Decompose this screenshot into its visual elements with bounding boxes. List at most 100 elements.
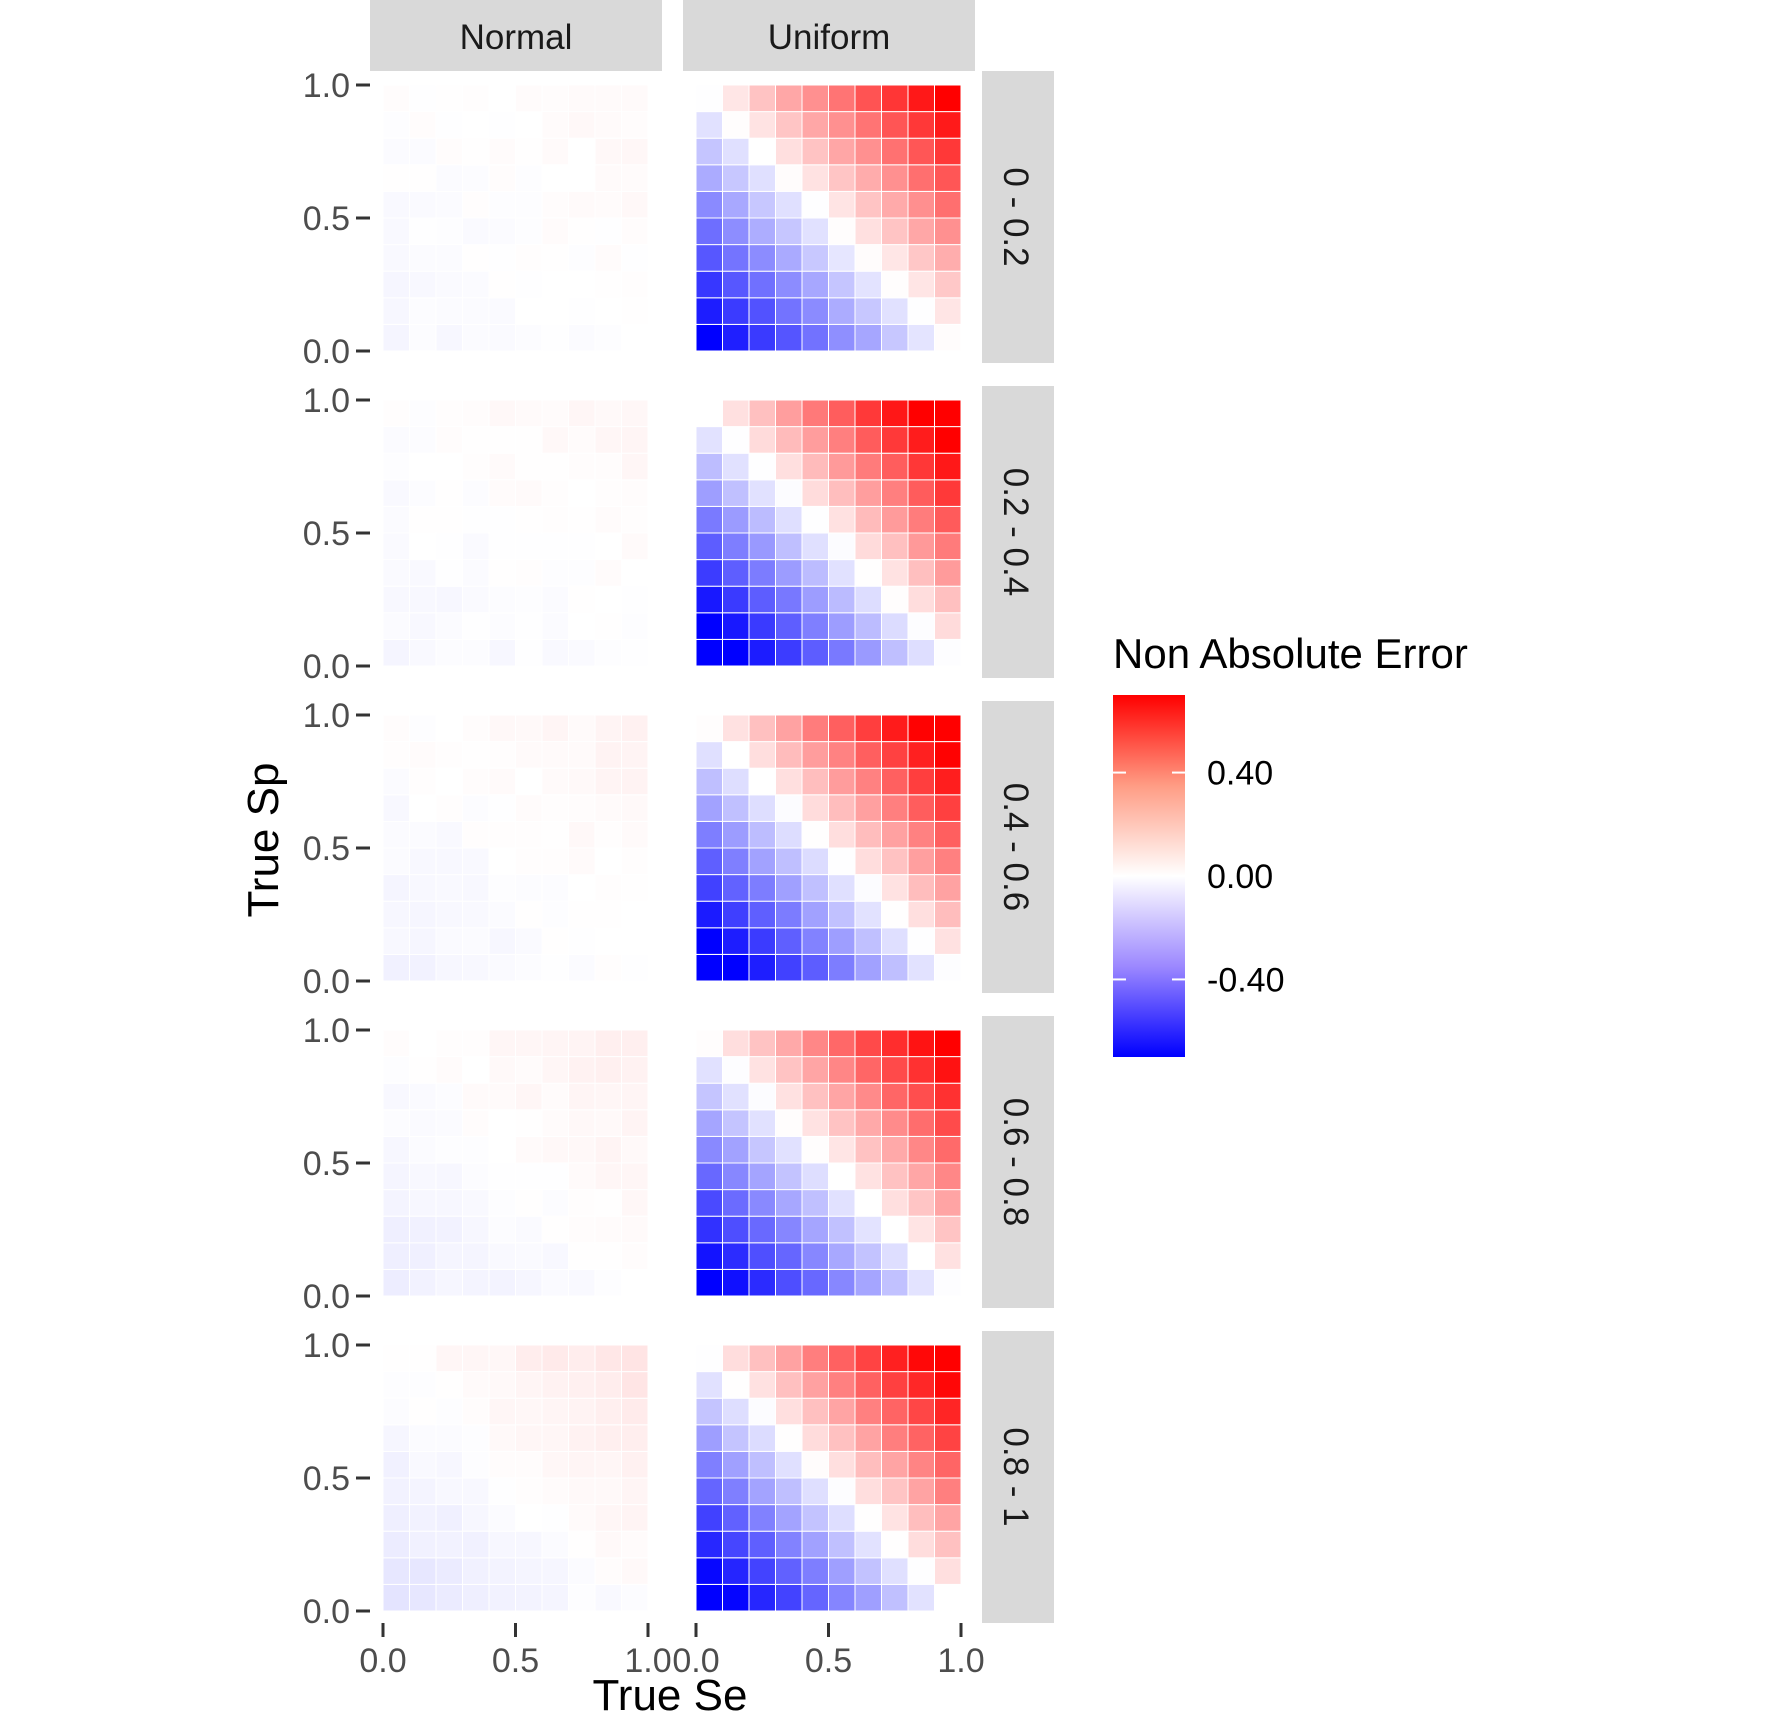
heatmap-tile xyxy=(801,874,829,902)
heatmap-tile xyxy=(828,190,856,219)
heatmap-tile xyxy=(722,84,750,113)
heatmap-tile xyxy=(801,741,829,769)
heatmap-tile xyxy=(775,1557,803,1585)
heatmap-tile xyxy=(854,137,882,166)
heatmap-tile xyxy=(775,953,803,982)
heatmap-tile xyxy=(801,1504,829,1532)
heatmap-tile xyxy=(462,794,490,822)
heatmap-tile xyxy=(568,1530,596,1559)
heatmap-tile xyxy=(435,1268,463,1297)
heatmap-tile xyxy=(541,794,569,822)
heatmap-tile xyxy=(934,953,962,982)
heatmap-tile xyxy=(775,532,803,561)
heatmap-tile xyxy=(722,270,750,299)
heatmap-tile xyxy=(515,479,543,507)
heatmap-tile xyxy=(462,532,490,561)
heatmap-tile xyxy=(722,1504,750,1532)
heatmap-tile xyxy=(488,741,516,769)
heatmap-tile xyxy=(854,505,882,534)
heatmap-tile xyxy=(382,452,410,481)
heatmap-tile xyxy=(775,1189,803,1217)
heatmap-tile xyxy=(488,1029,516,1058)
heatmap-tile xyxy=(594,1162,622,1191)
heatmap-tile xyxy=(568,559,596,587)
heatmap-tile xyxy=(382,1056,410,1084)
heatmap-tile xyxy=(568,874,596,902)
heatmap-panels xyxy=(382,84,962,1612)
heatmap-tile xyxy=(621,399,649,428)
heatmap-tile xyxy=(435,399,463,428)
heatmap-tile xyxy=(695,217,723,246)
heatmap-tile xyxy=(854,1082,882,1111)
heatmap-tile xyxy=(462,1557,490,1585)
heatmap-tile xyxy=(435,1583,463,1612)
heatmap-tile xyxy=(435,585,463,614)
heatmap-tile xyxy=(541,532,569,561)
row-strip xyxy=(982,1331,1054,1623)
heatmap-tile xyxy=(594,532,622,561)
heatmap-tile xyxy=(568,741,596,769)
heatmap-tile xyxy=(934,190,962,219)
heatmap-tile xyxy=(594,137,622,166)
heatmap-tile xyxy=(695,1397,723,1426)
heatmap-tile xyxy=(488,559,516,587)
heatmap-tile xyxy=(515,714,543,743)
heatmap-tile xyxy=(934,1557,962,1585)
heatmap-tile xyxy=(748,585,776,614)
heatmap-tile xyxy=(541,1162,569,1191)
heatmap-tile xyxy=(435,1215,463,1244)
heatmap-tile xyxy=(881,767,909,796)
heatmap-tile xyxy=(775,1344,803,1373)
heatmap-tile xyxy=(382,505,410,534)
heatmap-tile xyxy=(382,559,410,587)
heatmap-tile xyxy=(568,1344,596,1373)
heatmap-tile xyxy=(934,532,962,561)
heatmap-tile xyxy=(748,1029,776,1058)
heatmap-tile xyxy=(409,479,437,507)
heatmap-tile xyxy=(568,1583,596,1612)
heatmap-tile xyxy=(748,1344,776,1373)
heatmap-tile xyxy=(435,452,463,481)
heatmap-tile xyxy=(775,1056,803,1084)
y-tick-label: 1.0 xyxy=(303,382,350,420)
heatmap-tile xyxy=(488,714,516,743)
heatmap-tile xyxy=(854,1189,882,1217)
heatmap-tile xyxy=(435,1371,463,1399)
heatmap-tile xyxy=(828,452,856,481)
heatmap-tile xyxy=(462,1162,490,1191)
heatmap-tile xyxy=(934,559,962,587)
heatmap-tile xyxy=(722,874,750,902)
heatmap-tile xyxy=(462,217,490,246)
heatmap-tile xyxy=(382,1268,410,1297)
heatmap-tile xyxy=(854,452,882,481)
heatmap-tile xyxy=(515,452,543,481)
row-strip-label: 0.6 - 0.8 xyxy=(996,1098,1035,1226)
heatmap-tile xyxy=(382,164,410,192)
heatmap-tile xyxy=(568,927,596,955)
heatmap-tile xyxy=(934,900,962,929)
heatmap-tile xyxy=(488,1109,516,1137)
heatmap-tile xyxy=(801,953,829,982)
heatmap-tile xyxy=(748,1450,776,1479)
heatmap-tile xyxy=(409,1477,437,1506)
y-tick-label: 1.0 xyxy=(303,1012,350,1050)
heatmap-tile xyxy=(435,1109,463,1137)
heatmap-tile xyxy=(775,559,803,587)
heatmap-tile xyxy=(488,111,516,139)
heatmap-tile xyxy=(568,452,596,481)
heatmap-tile xyxy=(594,1109,622,1137)
column-strip-normal xyxy=(370,0,662,71)
heatmap-tile xyxy=(568,1504,596,1532)
heatmap-tile xyxy=(907,137,935,166)
heatmap-tile xyxy=(515,1082,543,1111)
heatmap-tile xyxy=(594,190,622,219)
heatmap-tile xyxy=(801,794,829,822)
heatmap-tile xyxy=(854,1477,882,1506)
heatmap-tile xyxy=(695,1242,723,1270)
heatmap-tile xyxy=(382,714,410,743)
heatmap-tile xyxy=(568,1056,596,1084)
heatmap-tile xyxy=(775,1162,803,1191)
heatmap-tile xyxy=(854,847,882,876)
heatmap-tile xyxy=(488,217,516,246)
heatmap-tile xyxy=(695,1135,723,1164)
